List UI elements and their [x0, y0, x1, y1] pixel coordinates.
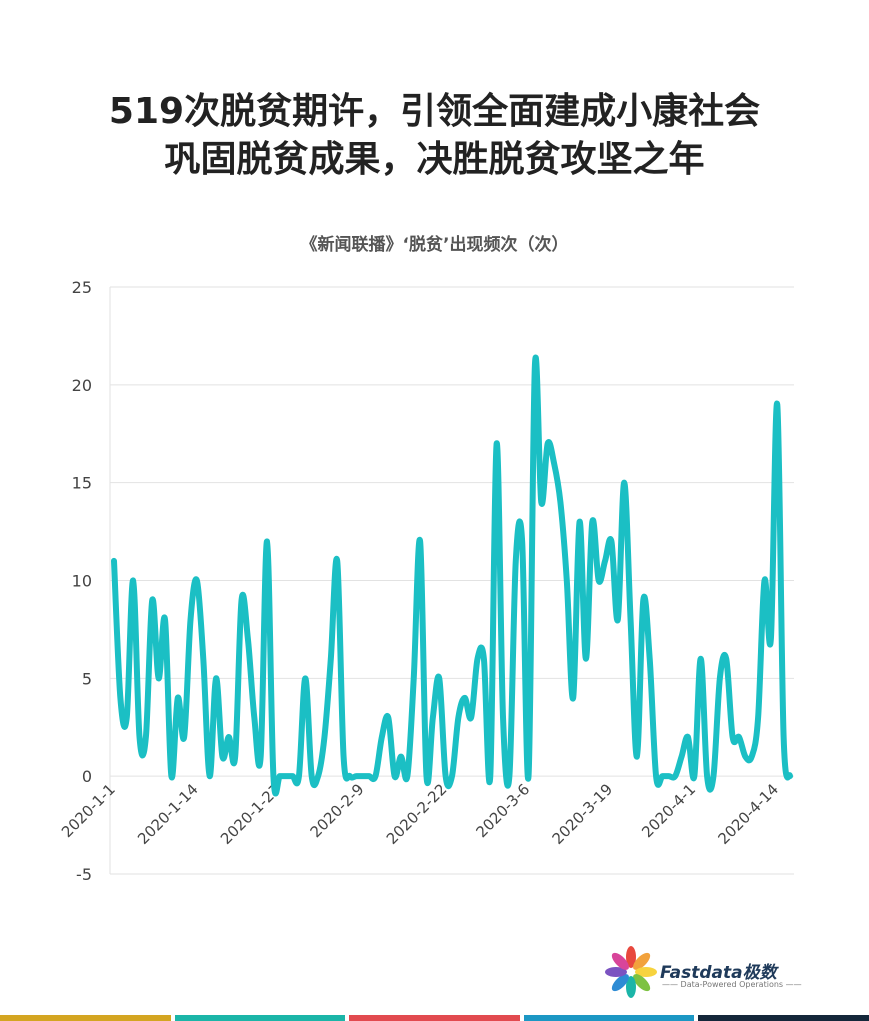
y-tick-label: 5 [82, 669, 92, 688]
y-tick-label: 0 [82, 767, 92, 786]
y-tick-label: -5 [76, 865, 92, 884]
series-line [111, 354, 793, 797]
logo-name: Fastdata极数 [660, 963, 777, 983]
x-tick-label: 2020-2-9 [307, 780, 368, 841]
x-tick-label: 2020-1-14 [134, 780, 202, 848]
x-tick-label: 2020-3-19 [549, 780, 617, 848]
chart-title: 《新闻联播》‘脱贫’出现频次（次） [300, 235, 569, 255]
fastdata-logo: Fastdata极数 —— Data-Powered Operations —— [604, 943, 802, 1003]
title-line-1: 519次脱贫期许，引领全面建成小康社会 [108, 91, 761, 132]
x-tick-label: 2020-3-6 [472, 780, 533, 841]
page-title: 519次脱贫期许，引领全面建成小康社会 巩固脱贫成果，决胜脱贫攻坚之年 [0, 88, 869, 184]
y-tick-label: 15 [72, 474, 92, 493]
x-tick-label: 2020-4-1 [638, 780, 699, 841]
bottom-bar-segment [698, 1015, 869, 1021]
flower-logo-icon [605, 946, 657, 998]
logo-tagline: —— Data-Powered Operations —— [662, 980, 802, 989]
x-tick-label: 2020-2-22 [383, 780, 451, 848]
y-tick-label: 20 [72, 376, 92, 395]
y-tick-label: 25 [72, 278, 92, 297]
x-tick-label: 2020-4-14 [714, 780, 782, 848]
bottom-bar-segment [523, 1015, 695, 1021]
title-line-2: 巩固脱贫成果，决胜脱贫攻坚之年 [164, 139, 705, 180]
bottom-color-bar [0, 1015, 869, 1021]
bottom-bar-segment [349, 1015, 520, 1021]
y-tick-label: 10 [72, 572, 92, 591]
bottom-bar-segment [174, 1015, 346, 1021]
bottom-bar-segment [0, 1015, 171, 1021]
